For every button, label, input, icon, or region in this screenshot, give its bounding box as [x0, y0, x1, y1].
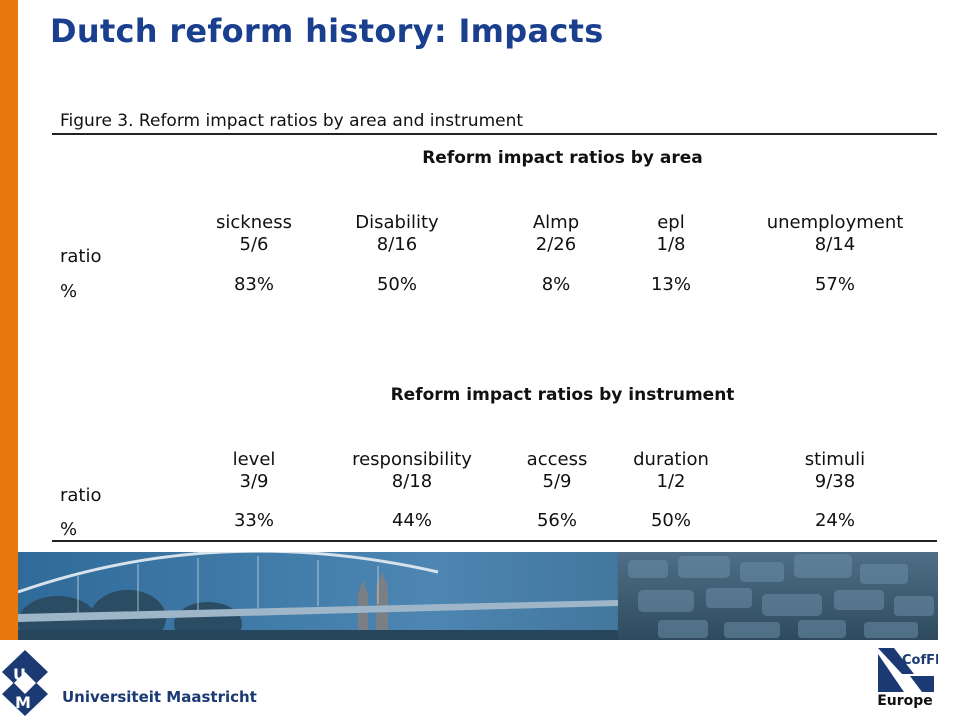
svg-text:M: M — [15, 693, 31, 712]
column-name: level — [232, 449, 276, 470]
banner-photo — [18, 552, 938, 640]
column-percent: 13% — [650, 274, 691, 295]
column-ratio: 1/2 — [656, 471, 686, 492]
slide-title: Dutch reform history: Impacts — [50, 12, 604, 50]
column-ratio: 1/8 — [656, 234, 686, 255]
area-section-heading: Reform impact ratios by area — [422, 148, 703, 168]
column-percent: 56% — [536, 510, 577, 531]
column-percent: 24% — [814, 510, 855, 531]
university-logo-icon: U M — [2, 650, 48, 716]
area-column-almp: Almp 2/26 8% — [466, 212, 646, 295]
university-name: Universiteit Maastricht — [62, 688, 257, 706]
column-percent: 33% — [233, 510, 274, 531]
orange-accent-bar — [0, 0, 18, 640]
column-ratio: 2/26 — [535, 234, 577, 255]
column-ratio: 5/9 — [542, 471, 572, 492]
area-column-sickness: sickness 5/6 83% — [164, 212, 344, 295]
column-name: sickness — [216, 212, 292, 233]
instrument-column-responsibility: responsibility 8/18 44% — [322, 449, 502, 531]
column-name: Almp — [532, 212, 580, 233]
instrument-column-stimuli: stimuli 9/38 24% — [745, 449, 925, 531]
column-name: access — [526, 449, 588, 470]
instrument-percent-row-label: % — [60, 519, 78, 540]
figure-caption: Figure 3. Reform impact ratios by area a… — [60, 111, 524, 131]
column-ratio: 3/9 — [239, 471, 269, 492]
instrument-column-level: level 3/9 33% — [164, 449, 344, 531]
column-name: stimuli — [804, 449, 866, 470]
column-ratio: 8/14 — [814, 234, 856, 255]
column-ratio: 8/18 — [391, 471, 433, 492]
column-name: Disability — [355, 212, 439, 233]
cofee-logo-icon: CofFEE — [874, 644, 953, 710]
table-bottom-rule — [52, 540, 937, 542]
instrument-ratio-row-label: ratio — [60, 485, 102, 506]
area-column-unemployment: unemployment 8/14 57% — [745, 212, 925, 295]
column-name: epl — [657, 212, 685, 233]
instrument-column-access: access 5/9 56% — [467, 449, 647, 531]
column-ratio: 9/38 — [814, 471, 856, 492]
area-ratio-row-label: ratio — [60, 246, 102, 267]
column-name: responsibility — [352, 449, 472, 470]
instrument-column-duration: duration 1/2 50% — [581, 449, 761, 531]
column-percent: 83% — [233, 274, 274, 295]
area-percent-row-label: % — [60, 281, 78, 302]
cofee-logo-subtitle: Europe — [877, 693, 933, 709]
column-percent: 8% — [541, 274, 571, 295]
column-percent: 44% — [391, 510, 432, 531]
column-name: unemployment — [766, 212, 904, 233]
table-top-rule — [52, 133, 937, 135]
svg-text:CofFEE: CofFEE — [902, 653, 938, 668]
column-percent: 50% — [376, 274, 417, 295]
column-name: duration — [633, 449, 709, 470]
column-ratio: 5/6 — [239, 234, 269, 255]
column-percent: 50% — [650, 510, 691, 531]
svg-text:U: U — [13, 665, 26, 684]
area-column-disability: Disability 8/16 50% — [307, 212, 487, 295]
column-ratio: 8/16 — [376, 234, 418, 255]
instrument-section-heading: Reform impact ratios by instrument — [390, 385, 735, 405]
area-column-epl: epl 1/8 13% — [581, 212, 761, 295]
column-percent: 57% — [814, 274, 855, 295]
